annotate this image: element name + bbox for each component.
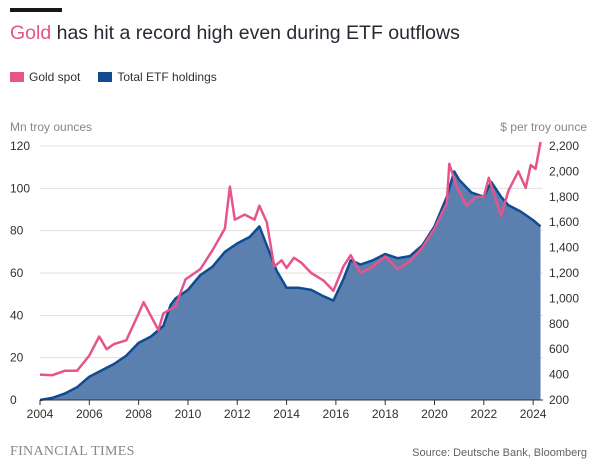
header-rule — [10, 8, 62, 12]
x-tick-label: 2020 — [421, 407, 448, 421]
y-left-tick-label: 60 — [10, 266, 24, 280]
gold-spot-line — [39, 141, 542, 377]
legend: Gold spot Total ETF holdings — [10, 70, 217, 84]
x-tick-label: 2004 — [27, 407, 54, 421]
y-right-tick-label: 1,200 — [549, 266, 579, 280]
legend-swatch-etf-holdings — [98, 72, 113, 82]
x-tick-label: 2006 — [76, 407, 103, 421]
legend-swatch-gold-spot — [10, 72, 24, 82]
x-tick-label: 2010 — [175, 407, 202, 421]
legend-item-etf-holdings: Total ETF holdings — [98, 70, 217, 84]
y-right-tick-label: 1,600 — [549, 215, 579, 229]
chart-title: Gold has hit a record high even during E… — [10, 22, 460, 45]
y-right-tick-label: 600 — [549, 342, 569, 356]
y-right-tick-label: 1,000 — [549, 291, 579, 305]
x-tick-label: 2014 — [273, 407, 300, 421]
etf-holdings-line — [39, 170, 542, 402]
y-right-tick-label: 800 — [549, 317, 569, 331]
etf-holdings-area — [40, 171, 541, 400]
left-axis-unit-label: Mn troy ounces — [10, 120, 93, 134]
ft-brand-logo: FINANCIAL TIMES — [10, 444, 135, 459]
x-tick-label: 2008 — [125, 407, 152, 421]
y-left-tick-label: 100 — [10, 181, 30, 195]
legend-item-gold-spot: Gold spot — [10, 70, 80, 84]
x-tick-label: 2024 — [520, 407, 547, 421]
source-note: Source: Deutsche Bank, Bloomberg — [412, 447, 587, 459]
y-left-tick-label: 20 — [10, 351, 24, 365]
title-rest: has hit a record high even during ETF ou… — [51, 22, 460, 44]
y-left-tick-label: 0 — [10, 393, 17, 407]
x-tick-label: 2022 — [470, 407, 497, 421]
x-tick-label: 2018 — [372, 407, 399, 421]
legend-label-etf-holdings: Total ETF holdings — [117, 70, 217, 84]
x-tick-label: 2012 — [224, 407, 251, 421]
y-right-tick-label: 400 — [549, 368, 569, 382]
y-right-tick-label: 200 — [549, 393, 569, 407]
y-left-tick-label: 40 — [10, 308, 24, 322]
y-right-tick-label: 1,400 — [549, 241, 579, 255]
y-left-tick-label: 80 — [10, 224, 24, 238]
y-right-tick-label: 1,800 — [549, 190, 579, 204]
y-left-tick-label: 120 — [10, 139, 30, 153]
legend-label-gold-spot: Gold spot — [29, 70, 81, 84]
right-axis-unit-label: $ per troy ounce — [500, 120, 587, 134]
title-highlight: Gold — [10, 22, 52, 44]
y-right-tick-label: 2,200 — [549, 139, 579, 153]
x-tick-label: 2016 — [323, 407, 350, 421]
y-right-tick-label: 2,000 — [549, 164, 579, 178]
